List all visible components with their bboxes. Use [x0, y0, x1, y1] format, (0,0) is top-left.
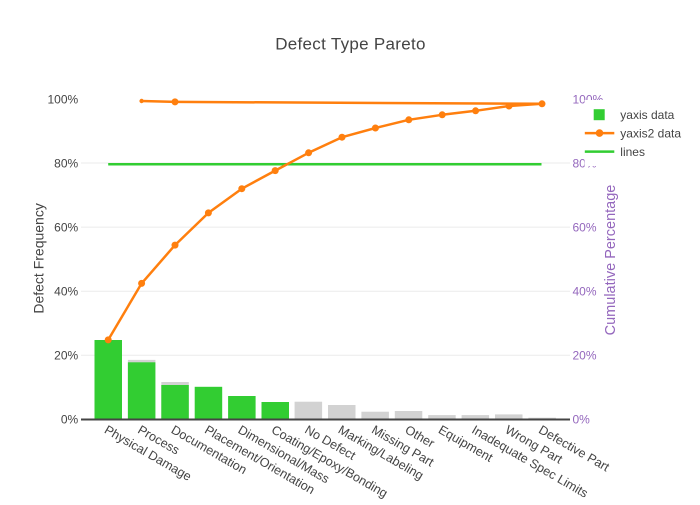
svg-text:0%: 0%	[61, 413, 79, 427]
svg-text:60%: 60%	[573, 220, 597, 234]
svg-text:lines: lines	[620, 145, 645, 159]
svg-text:yaxis data: yaxis data	[620, 108, 674, 122]
svg-text:0%: 0%	[573, 413, 591, 427]
svg-text:Defect Type Pareto: Defect Type Pareto	[275, 35, 426, 54]
svg-text:Cumulative Percentage: Cumulative Percentage	[603, 185, 619, 336]
svg-text:60%: 60%	[54, 220, 78, 234]
svg-text:40%: 40%	[573, 285, 597, 299]
svg-text:100%: 100%	[47, 93, 78, 107]
svg-text:80%: 80%	[54, 156, 78, 170]
svg-text:20%: 20%	[54, 349, 78, 363]
svg-text:40%: 40%	[54, 285, 78, 299]
svg-text:20%: 20%	[573, 349, 597, 363]
svg-text:yaxis2 data: yaxis2 data	[620, 126, 681, 140]
svg-text:Defect Frequency: Defect Frequency	[31, 203, 47, 314]
